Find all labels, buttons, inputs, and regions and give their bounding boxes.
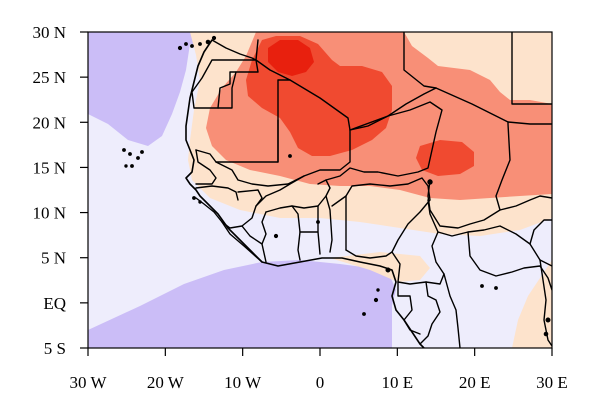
border-cameroon [391,199,445,285]
x-tick-label: 20 W [147,373,185,392]
border-niger [317,101,443,185]
inland-lake [316,220,320,224]
border-south-sudan [499,195,552,245]
x-tick-label: 30 W [70,373,108,392]
anomaly-strong-negative-ocean-northwest [88,32,190,146]
bioko [385,267,391,273]
canary-islands [177,45,183,51]
national-borders [191,32,552,348]
y-tick-label: 10 N [32,204,66,223]
border-cote-divoire [261,205,301,263]
y-tick-label: EQ [43,294,66,313]
cape-verde [136,156,140,160]
border-egypt-sudan [507,32,552,125]
islands [122,35,551,337]
x-tick-label: 10 E [382,373,414,392]
x-axis: 30 W 20 W 10 W 0 10 E 20 E 30 E [70,348,568,392]
cape-verde [122,148,126,152]
cape-verde [128,152,132,156]
bijagos [198,200,202,204]
anomaly-extreme-positive-core [268,40,314,76]
border-ghana-togo-benin [299,195,347,255]
canary-islands [211,35,217,41]
coastline [185,39,425,348]
x-tick-label: 10 W [224,373,262,392]
border-algeria-mali [289,79,437,131]
border-central-african-republic [437,225,552,267]
anomaly-strong-positive-east [416,140,474,176]
canary-islands [198,42,202,46]
border-senegal-gambia [195,149,239,201]
inland-lake [494,286,498,290]
border-east-africa [539,259,552,347]
inland-lake [545,317,551,323]
cape-verde [130,164,134,168]
y-tick-label: 30 N [32,23,66,42]
y-axis: 30 N 25 N 20 N 15 N 10 N 5 N EQ 5 S [32,23,88,358]
border-drc [443,231,552,348]
border-burkina-faso [255,175,331,209]
plot-area [88,32,552,348]
inland-lake [288,154,292,158]
y-tick-label: 5 S [44,339,66,358]
x-tick-label: 30 E [536,373,568,392]
y-tick-label: 25 N [32,68,66,87]
sao-tome [373,297,379,303]
border-mali [215,119,351,187]
anomaly-weak-positive-southeast [512,260,552,348]
inland-lake [480,284,484,288]
sao-tome [362,312,366,316]
cape-verde [140,150,144,154]
canary-islands [205,39,211,45]
anomaly-weak-positive-gulf [330,252,430,282]
canary-islands [190,44,194,48]
annobon [376,288,380,292]
bijagos [192,196,196,200]
y-tick-label: 5 N [41,249,66,268]
y-tick-label: 15 N [32,158,66,177]
y-tick-label: 20 N [32,113,66,132]
anomaly-strong-negative-gulf-of-guinea [88,260,396,348]
inland-lake [543,331,549,337]
canary-islands [184,42,188,46]
inland-lake [273,233,279,239]
cape-verde [124,164,128,168]
x-tick-label: 20 E [459,373,491,392]
lake-chad [427,179,433,185]
x-tick-label: 0 [316,373,325,392]
border-nigeria [345,177,431,259]
